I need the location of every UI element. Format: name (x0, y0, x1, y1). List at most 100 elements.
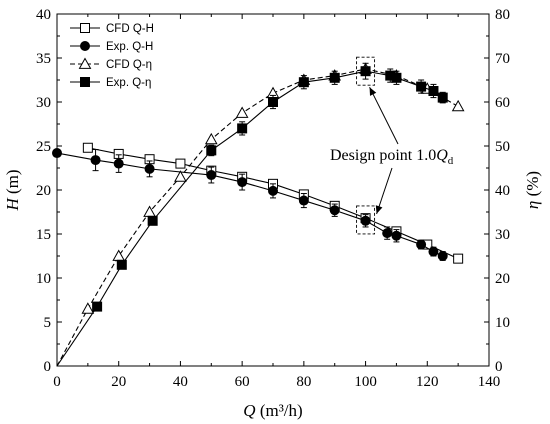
x-tick-label: 140 (478, 374, 501, 390)
annotation-arrowhead (375, 205, 383, 214)
data-point (81, 302, 95, 314)
data-point (144, 163, 155, 174)
data-point (235, 106, 249, 118)
data-point (82, 142, 93, 153)
legend-entry-3: CFD Q-η (70, 57, 152, 71)
y-left-axis-var: H (3, 197, 22, 212)
x-tick-label: 80 (296, 374, 311, 390)
legend-marker (80, 23, 90, 33)
data-point (237, 177, 248, 188)
data-point (453, 253, 464, 264)
y-left-tick-label: 10 (36, 271, 51, 287)
legend-label: Exp. Q-η (106, 77, 151, 89)
y-right-axis-label: η (%) (523, 171, 542, 209)
series-layer (52, 62, 465, 367)
data-point (329, 72, 340, 83)
y-right-tick-label: 60 (495, 95, 510, 111)
y-left-tick-label: 20 (36, 183, 51, 199)
legend-label: Exp. Q-H (106, 41, 153, 53)
data-point (360, 66, 371, 77)
data-point (391, 72, 402, 83)
y-left-axis-label: H (m) (3, 169, 22, 211)
data-point (360, 215, 371, 226)
legend-marker (80, 77, 90, 87)
x-tick-label: 100 (354, 374, 377, 390)
data-point (451, 99, 465, 112)
data-point (116, 259, 127, 270)
data-point (428, 246, 439, 257)
y-right-axis-unit: (%) (523, 171, 542, 201)
legend: CFD Q-H Exp. Q-H CFD Q-η Exp. Q-η (70, 23, 154, 89)
y-left-tick-label: 0 (44, 359, 52, 375)
data-point (237, 123, 248, 134)
annotation-main: Design point 1.0 (330, 147, 436, 164)
data-point (268, 185, 278, 196)
data-point (416, 239, 427, 250)
legend-entry-1: CFD Q-H (70, 23, 154, 35)
y-right-tick-label: 20 (495, 271, 510, 287)
data-point (298, 77, 309, 88)
y-right-tick-label: 80 (495, 7, 510, 23)
y-right-tick-label: 40 (495, 183, 510, 199)
legend-label: CFD Q-H (106, 23, 154, 35)
legend-marker (80, 41, 90, 51)
data-point (437, 251, 448, 261)
y-right-tick-label: 10 (495, 315, 510, 331)
y-right-tick-label: 30 (495, 227, 510, 243)
data-point (437, 92, 448, 103)
data-point (90, 155, 101, 166)
y-right-axis-var: η (523, 201, 542, 209)
data-point (391, 230, 402, 241)
x-axis-var: Q (243, 401, 255, 420)
data-point (113, 158, 124, 169)
y-right-tick-label: 70 (495, 51, 510, 67)
x-axis-unit: (m³/h) (256, 401, 303, 420)
annotation-arrowhead (369, 87, 377, 96)
annotation-arrow (369, 86, 399, 145)
legend-label: CFD Q-η (106, 59, 152, 71)
y-left-tick-label: 35 (36, 51, 51, 67)
series-2 (52, 148, 448, 261)
data-point (92, 301, 103, 312)
y-left-tick-label: 15 (36, 227, 51, 243)
data-point (382, 228, 393, 239)
x-tick-label: 120 (416, 374, 439, 390)
data-point (174, 170, 187, 182)
data-point (298, 195, 309, 206)
data-point (329, 205, 340, 216)
x-tick-label: 20 (111, 374, 126, 390)
annotation-arrow (376, 167, 393, 215)
annotation-var: Q (436, 147, 448, 164)
annotation-layer: Design point 1.0Qd (330, 56, 454, 235)
design-point-box (356, 205, 376, 235)
legend-marker (78, 57, 92, 69)
y-left-tick-label: 25 (36, 139, 51, 155)
annotation-sub: d (448, 155, 454, 167)
annotation-label: Design point 1.0Qd (330, 147, 454, 167)
y-left-axis-unit: (m) (3, 169, 22, 198)
data-point (206, 145, 217, 156)
legend-entry-2: Exp. Q-H (70, 41, 153, 53)
data-point (204, 132, 218, 145)
axes-layer: 0 20 40 60 80 100 120 1400510152025303540010203… (3, 7, 542, 420)
x-tick-label: 40 (173, 374, 188, 390)
x-tick-label: 0 (53, 374, 61, 390)
series-4 (56, 62, 448, 367)
x-tick-label: 60 (235, 374, 250, 390)
legend-entry-4: Exp. Q-η (70, 77, 151, 89)
y-left-tick-label: 40 (36, 7, 51, 23)
design-point-box (356, 56, 376, 86)
y-right-tick-label: 50 (495, 139, 510, 155)
data-point (206, 170, 217, 181)
x-axis-label: Q (m³/h) (243, 401, 302, 420)
data-point (147, 215, 158, 226)
data-point (416, 81, 427, 92)
data-point (175, 158, 186, 169)
y-right-tick-label: 0 (495, 359, 503, 375)
data-point (428, 86, 439, 96)
data-point (268, 97, 278, 107)
y-left-tick-label: 5 (44, 315, 52, 331)
y-left-tick-label: 30 (36, 95, 51, 111)
